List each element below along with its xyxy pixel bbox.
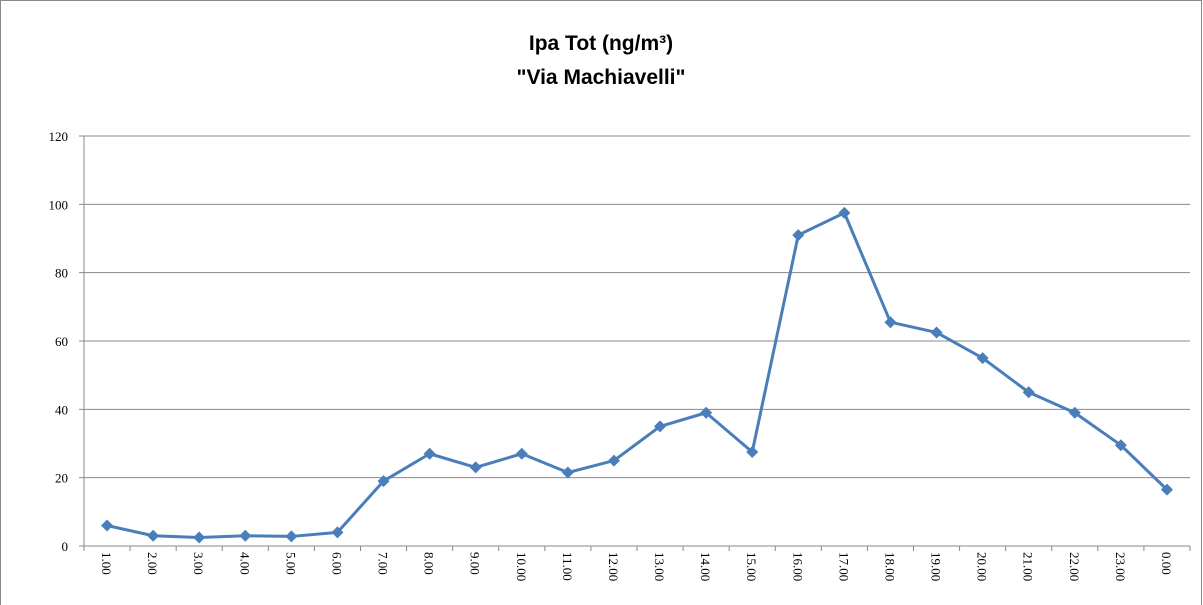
- data-point: [1022, 386, 1035, 399]
- x-tick-label: 6.00: [329, 552, 344, 575]
- data-point: [792, 229, 805, 242]
- data-point: [469, 461, 482, 474]
- x-tick-label: 11.00: [560, 552, 575, 581]
- x-tick-label: 3.00: [191, 552, 206, 575]
- data-point: [1114, 439, 1127, 452]
- chart-title: Ipa Tot (ng/m³): [529, 32, 673, 55]
- data-point: [285, 530, 298, 543]
- chart-subtitle: "Via Machiavelli": [517, 66, 686, 89]
- y-tick-label: 0: [62, 539, 69, 554]
- x-tick-label: 8.00: [422, 552, 437, 575]
- x-tick-label: 22.00: [1067, 552, 1082, 581]
- data-point: [976, 352, 989, 365]
- x-tick-label: 1.00: [99, 552, 114, 575]
- data-point: [101, 519, 114, 532]
- x-tick-label: 5.00: [283, 552, 298, 575]
- x-tick-label: 0.00: [1159, 552, 1174, 575]
- y-tick-label: 100: [49, 197, 69, 212]
- data-point: [193, 531, 206, 544]
- series-line: [106, 211, 1169, 539]
- y-tick-label: 40: [55, 402, 68, 417]
- data-point: [654, 420, 667, 433]
- data-point: [884, 316, 897, 329]
- x-tick-label: 20.00: [975, 552, 990, 581]
- y-tick-label: 120: [49, 129, 69, 144]
- data-point: [147, 529, 160, 542]
- x-tick-label: 15.00: [744, 552, 759, 581]
- data-point: [746, 446, 759, 459]
- data-point: [377, 475, 390, 488]
- data-point: [930, 326, 943, 339]
- x-tick-label: 2.00: [145, 552, 160, 575]
- x-tick-label: 19.00: [929, 552, 944, 581]
- x-tick-label: 9.00: [468, 552, 483, 575]
- data-point: [838, 206, 851, 219]
- y-tick-label: 60: [55, 334, 68, 349]
- data-point: [561, 466, 574, 479]
- x-tick-label: 23.00: [1113, 552, 1128, 581]
- x-tick-label: 17.00: [836, 552, 851, 581]
- x-tick-label: 21.00: [1021, 552, 1036, 581]
- x-tick-label: 4.00: [237, 552, 252, 575]
- data-point: [239, 529, 252, 542]
- data-point: [423, 447, 436, 460]
- x-tick-label: 18.00: [882, 552, 897, 581]
- data-point: [700, 406, 713, 419]
- x-tick-label: 10.00: [514, 552, 529, 581]
- x-tick-label: 7.00: [376, 552, 391, 575]
- data-point: [1068, 406, 1081, 419]
- x-tick-label: 13.00: [652, 552, 667, 581]
- x-tick-label: 16.00: [790, 552, 805, 581]
- data-point: [1160, 483, 1173, 496]
- x-tick-label: 12.00: [606, 552, 621, 581]
- data-point: [515, 447, 528, 460]
- y-tick-label: 80: [55, 266, 68, 281]
- y-tick-label: 20: [55, 471, 68, 486]
- data-point: [607, 454, 620, 467]
- x-tick-label: 14.00: [698, 552, 713, 581]
- data-point: [331, 526, 344, 539]
